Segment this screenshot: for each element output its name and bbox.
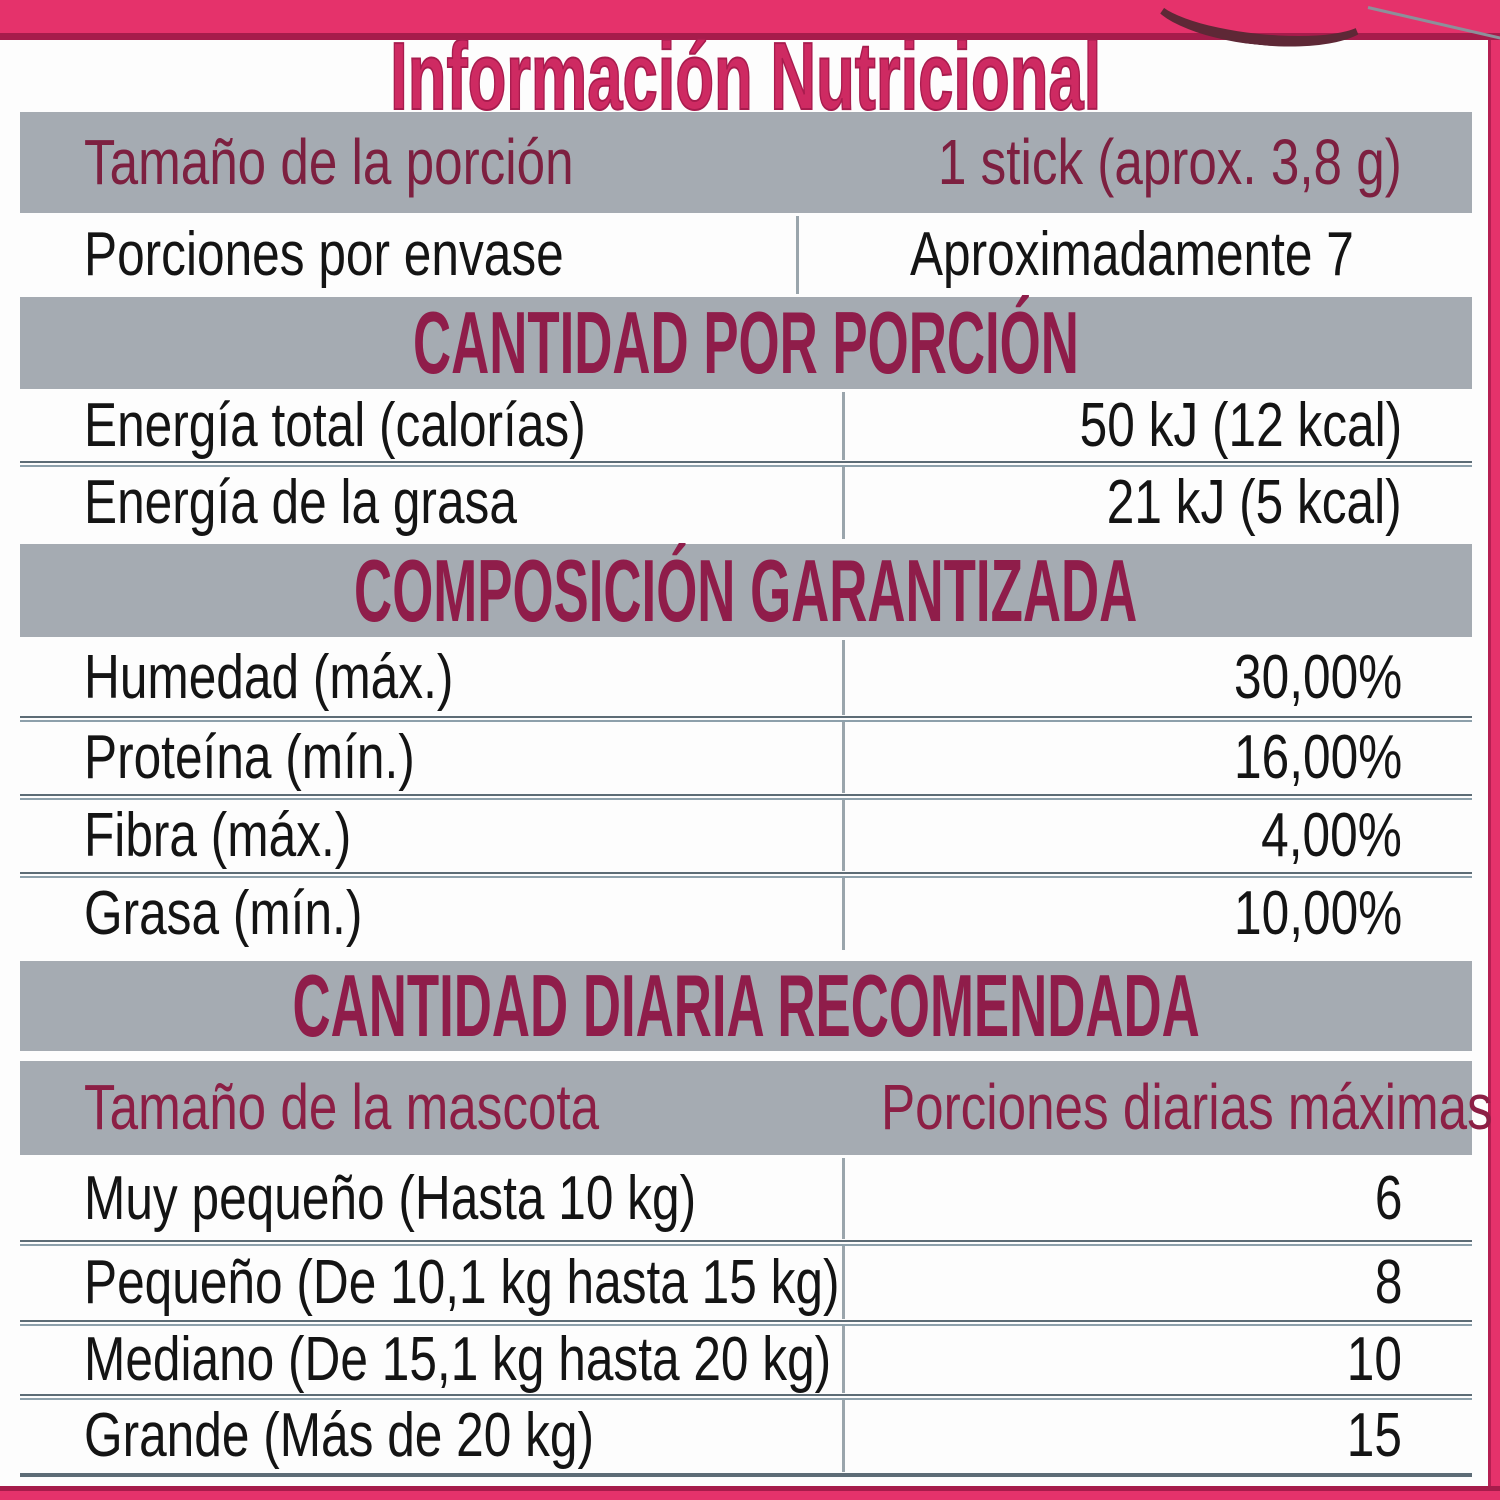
serving-size-value-cell: 1 stick (aprox. 3,8 g) bbox=[822, 112, 1472, 213]
row-value-cell: 50 kJ (12 kcal) bbox=[842, 392, 1472, 460]
serving-size-row: Tamaño de la porción 1 stick (aprox. 3,8… bbox=[20, 112, 1472, 213]
row-separator bbox=[20, 1240, 1472, 1246]
serving-size-value: 1 stick (aprox. 3,8 g) bbox=[938, 125, 1402, 198]
row-label-cell: Energía de la grasa bbox=[20, 467, 842, 539]
row-separator bbox=[20, 716, 1472, 722]
row-label: Proteína (mín.) bbox=[84, 722, 415, 792]
row-value: 6 bbox=[1374, 1163, 1402, 1233]
row-label: Grasa (mín.) bbox=[84, 879, 363, 949]
table-row-grasa: Grasa (mín.) 10,00% bbox=[20, 878, 1472, 950]
column-header-pet-size: Tamaño de la mascota bbox=[84, 1071, 600, 1144]
row-separator bbox=[20, 1394, 1472, 1400]
row-value: 21 kJ (5 kcal) bbox=[1107, 468, 1402, 538]
row-label: Mediano (De 15,1 kg hasta 20 kg) bbox=[84, 1324, 832, 1394]
row-value-cell: 6 bbox=[842, 1158, 1472, 1239]
row-label-cell: Mediano (De 15,1 kg hasta 20 kg) bbox=[20, 1326, 842, 1393]
section-header-daily-recommended: CANTIDAD DIARIA RECOMENDADA bbox=[20, 961, 1472, 1051]
servings-per-pack-row: Porciones por envase Aproximadamente 7 bbox=[20, 216, 1472, 294]
section-header-guaranteed-composition-text: COMPOSICIÓN GARANTIZADA bbox=[354, 540, 1138, 640]
column-header-max-servings-cell: Porciones diarias máximas bbox=[728, 1061, 1500, 1155]
row-value-cell: 15 bbox=[842, 1400, 1472, 1472]
package-top-strip bbox=[0, 0, 1500, 57]
row-value: 50 kJ (12 kcal) bbox=[1079, 391, 1402, 461]
row-separator bbox=[20, 461, 1472, 467]
row-value-cell: 30,00% bbox=[842, 640, 1472, 715]
servings-per-pack-value: Aproximadamente 7 bbox=[910, 220, 1354, 290]
row-label-cell: Fibra (máx.) bbox=[20, 800, 842, 871]
serving-size-label: Tamaño de la porción bbox=[84, 125, 574, 198]
row-value: 15 bbox=[1346, 1401, 1402, 1471]
column-header-max-servings: Porciones diarias máximas bbox=[880, 1071, 1493, 1144]
row-separator bbox=[20, 1320, 1472, 1326]
row-label-cell: Pequeño (De 10,1 kg hasta 15 kg) bbox=[20, 1246, 842, 1319]
table-row-pequeno: Pequeño (De 10,1 kg hasta 15 kg) 8 bbox=[20, 1246, 1472, 1319]
section-header-amount-per-serving-text: CANTIDAD POR PORCIÓN bbox=[413, 293, 1079, 392]
servings-per-pack-value-cell: Aproximadamente 7 bbox=[796, 216, 1472, 294]
row-label-cell: Proteína (mín.) bbox=[20, 722, 842, 793]
row-label-cell: Grande (Más de 20 kg) bbox=[20, 1400, 842, 1472]
row-value-cell: 21 kJ (5 kcal) bbox=[842, 467, 1472, 539]
row-value: 8 bbox=[1374, 1247, 1402, 1317]
label-title-text: Información Nutricional bbox=[390, 23, 1102, 130]
row-label-cell: Humedad (máx.) bbox=[20, 640, 842, 715]
row-label: Fibra (máx.) bbox=[84, 800, 352, 870]
row-value-cell: 8 bbox=[842, 1246, 1472, 1319]
servings-per-pack-label-cell: Porciones por envase bbox=[20, 216, 796, 294]
table-row-mediano: Mediano (De 15,1 kg hasta 20 kg) 10 bbox=[20, 1326, 1472, 1393]
section-header-daily-recommended-text: CANTIDAD DIARIA RECOMENDADA bbox=[292, 956, 1200, 1055]
row-value: 4,00% bbox=[1261, 800, 1402, 870]
package-right-strip bbox=[1488, 40, 1500, 1486]
row-label: Energía de la grasa bbox=[84, 468, 517, 538]
row-label: Humedad (máx.) bbox=[84, 642, 454, 712]
package-bottom-strip bbox=[0, 1486, 1500, 1500]
row-label-cell: Grasa (mín.) bbox=[20, 878, 842, 950]
row-label-cell: Energía total (calorías) bbox=[20, 392, 842, 460]
row-label: Pequeño (De 10,1 kg hasta 15 kg) bbox=[84, 1247, 840, 1317]
row-label: Grande (Más de 20 kg) bbox=[84, 1401, 595, 1471]
section-header-amount-per-serving: CANTIDAD POR PORCIÓN bbox=[20, 297, 1472, 389]
table-row-proteina: Proteína (mín.) 16,00% bbox=[20, 722, 1472, 793]
row-value: 16,00% bbox=[1233, 722, 1402, 792]
row-value-cell: 16,00% bbox=[842, 722, 1472, 793]
row-separator bbox=[20, 872, 1472, 878]
servings-per-pack-label: Porciones por envase bbox=[84, 220, 564, 290]
table-row-energy-total: Energía total (calorías) 50 kJ (12 kcal) bbox=[20, 392, 1472, 460]
table-row-grande: Grande (Más de 20 kg) 15 bbox=[20, 1400, 1472, 1472]
serving-size-label-cell: Tamaño de la porción bbox=[20, 112, 822, 213]
section-header-guaranteed-composition: COMPOSICIÓN GARANTIZADA bbox=[20, 544, 1472, 637]
row-value: 10,00% bbox=[1233, 879, 1402, 949]
row-value-cell: 4,00% bbox=[842, 800, 1472, 871]
table-row-muy-pequeno: Muy pequeño (Hasta 10 kg) 6 bbox=[20, 1158, 1472, 1239]
row-separator bbox=[20, 794, 1472, 800]
row-value-cell: 10 bbox=[842, 1326, 1472, 1393]
row-value-cell: 10,00% bbox=[842, 878, 1472, 950]
row-label: Energía total (calorías) bbox=[84, 391, 586, 461]
table-bottom-rule bbox=[20, 1473, 1472, 1477]
table-row-energy-fat: Energía de la grasa 21 kJ (5 kcal) bbox=[20, 467, 1472, 539]
row-value: 10 bbox=[1346, 1324, 1402, 1394]
table-row-humedad: Humedad (máx.) 30,00% bbox=[20, 640, 1472, 715]
label-title: Información Nutricional bbox=[20, 28, 1472, 126]
table-row-fibra: Fibra (máx.) 4,00% bbox=[20, 800, 1472, 871]
row-label: Muy pequeño (Hasta 10 kg) bbox=[84, 1163, 697, 1233]
row-value: 30,00% bbox=[1233, 642, 1402, 712]
daily-table-column-headers: Tamaño de la mascota Porciones diarias m… bbox=[20, 1061, 1493, 1155]
column-header-pet-size-cell: Tamaño de la mascota bbox=[20, 1061, 728, 1155]
package-crease-line bbox=[1367, 6, 1500, 43]
row-label-cell: Muy pequeño (Hasta 10 kg) bbox=[20, 1158, 842, 1239]
